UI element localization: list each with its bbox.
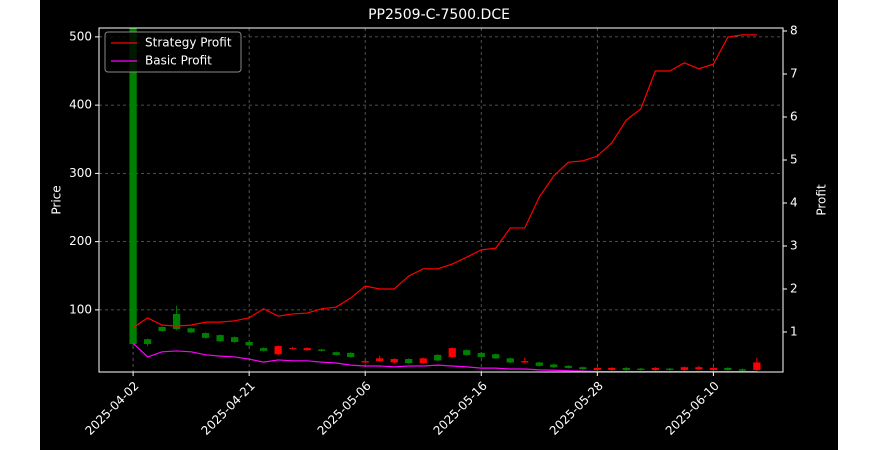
candle-body bbox=[680, 367, 688, 370]
candle-body bbox=[318, 349, 326, 351]
candle-body bbox=[158, 326, 166, 332]
candle-body bbox=[260, 348, 268, 351]
candle-body bbox=[753, 362, 761, 370]
candle-body bbox=[231, 337, 239, 342]
candle-body bbox=[332, 352, 340, 355]
y2-axis-label: Profit bbox=[815, 184, 829, 216]
y-tick-label: 200 bbox=[69, 234, 92, 248]
y-tick-label: 400 bbox=[69, 98, 92, 112]
candle-body bbox=[172, 313, 181, 329]
candle-body bbox=[405, 359, 413, 364]
y2-tick-label: 3 bbox=[790, 239, 798, 253]
y2-tick-label: 4 bbox=[790, 196, 798, 210]
candle-body bbox=[506, 358, 514, 363]
plot-frame bbox=[98, 27, 784, 373]
y2-tick-label: 5 bbox=[790, 153, 798, 167]
candle-body bbox=[738, 369, 747, 371]
y2-tick-label: 1 bbox=[790, 325, 798, 339]
candle-body bbox=[477, 352, 485, 357]
y-tick-label: 100 bbox=[69, 302, 92, 316]
candle-body bbox=[550, 364, 558, 368]
candle-body bbox=[347, 352, 355, 357]
y2-tick-label: 6 bbox=[790, 110, 798, 124]
candle-body bbox=[463, 350, 471, 355]
candle-body bbox=[521, 361, 529, 363]
legend-box bbox=[104, 31, 242, 73]
candle-body bbox=[187, 328, 195, 333]
candle-body bbox=[376, 358, 384, 362]
candle-body bbox=[245, 341, 253, 346]
candle-body bbox=[622, 367, 630, 370]
y-tick-label: 300 bbox=[69, 166, 92, 180]
y2-tick-label: 2 bbox=[790, 282, 798, 296]
candle-body bbox=[724, 367, 732, 370]
candle-body bbox=[492, 354, 500, 359]
candle-body bbox=[434, 354, 442, 361]
candle-body bbox=[593, 367, 601, 370]
candle-body bbox=[361, 361, 369, 363]
candle-body bbox=[216, 335, 224, 342]
candle-body bbox=[666, 368, 674, 370]
y-tick-label: 500 bbox=[69, 29, 92, 43]
candle-body bbox=[579, 367, 587, 370]
candle-body bbox=[289, 348, 297, 350]
legend-label: Strategy Profit bbox=[145, 36, 232, 50]
candle-body bbox=[143, 339, 152, 345]
candle-body bbox=[564, 365, 572, 368]
chart-title: PP2509-C-7500.DCE bbox=[368, 7, 510, 23]
candle-body bbox=[201, 333, 210, 338]
candle-body bbox=[637, 368, 645, 370]
candle-body bbox=[535, 362, 543, 366]
profit-line bbox=[132, 34, 757, 329]
candle-body bbox=[651, 367, 659, 370]
candle-body bbox=[709, 367, 717, 370]
candle-body bbox=[390, 359, 398, 363]
y2-tick-label: 8 bbox=[790, 24, 798, 38]
y2-tick-label: 7 bbox=[790, 67, 798, 81]
candle-body bbox=[419, 358, 427, 364]
candle-body bbox=[448, 348, 456, 357]
candle-body bbox=[695, 367, 703, 370]
candle-body bbox=[129, 28, 137, 345]
figure-background bbox=[40, 0, 838, 450]
candle-body bbox=[303, 348, 311, 351]
candle-body bbox=[608, 367, 616, 370]
y-axis-label: Price bbox=[50, 185, 64, 214]
legend-label: Basic Profit bbox=[145, 54, 212, 68]
candle-body bbox=[274, 346, 282, 355]
